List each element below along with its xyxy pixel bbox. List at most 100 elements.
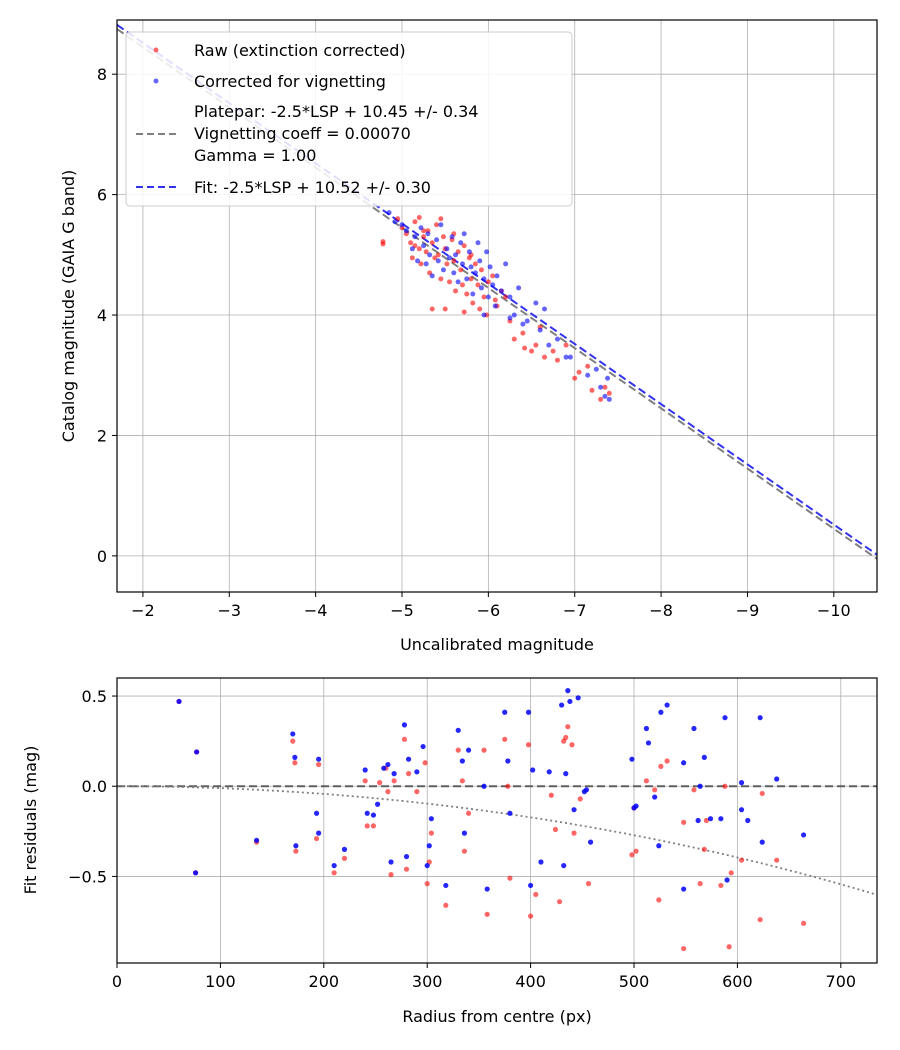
bottom-raw-point — [443, 902, 449, 908]
bottom-raw-point — [681, 819, 687, 825]
bottom-raw-point — [556, 899, 563, 905]
top-raw-point — [458, 267, 464, 273]
bottom-corrected-point — [724, 877, 730, 883]
top-x-tick-label: −7 — [563, 601, 587, 620]
top-raw-point — [429, 240, 435, 246]
top-corrected-point — [461, 231, 467, 237]
bottom-corrected-point — [561, 862, 567, 869]
bottom-corrected-point — [253, 837, 260, 843]
bottom-corrected-point — [681, 760, 687, 766]
bottom-corrected-point — [388, 859, 394, 865]
bottom-corrected-point — [722, 715, 728, 721]
top-raw-point — [511, 336, 517, 342]
top-legend: Raw (extinction corrected) Corrected for… — [125, 31, 573, 207]
top-raw-point — [451, 258, 457, 264]
top-corrected-point — [546, 342, 552, 348]
top-corrected-point — [399, 222, 405, 228]
top-raw-point — [522, 345, 528, 351]
top-corrected-point — [605, 375, 611, 381]
bottom-raw-point — [533, 891, 539, 898]
top-y-tick-label: 0 — [97, 547, 107, 566]
bottom-corrected-point — [738, 780, 745, 786]
top-corrected-point — [606, 396, 612, 402]
top-raw-point — [421, 234, 427, 240]
bottom-raw-point — [341, 855, 348, 861]
top-raw-point — [598, 396, 604, 402]
top-corrected-point — [464, 276, 470, 282]
top-raw-point — [585, 363, 591, 369]
top-fit-lines — [116, 23, 878, 560]
top-corrected-point — [458, 240, 464, 246]
top-corrected-point — [434, 237, 440, 243]
top-corrected-point — [602, 393, 608, 399]
bottom-plot-frame — [116, 677, 878, 964]
bottom-x-tick-label: 100 — [205, 972, 236, 991]
legend-platepar-label: Platepar: -2.5*LSP + 10.45 +/- 0.34 — [194, 102, 478, 121]
bottom-raw-point — [774, 857, 780, 863]
bottom-scatter-points — [176, 688, 807, 952]
top-raw-point — [409, 255, 415, 261]
bottom-raw-point — [331, 870, 337, 876]
top-y-tick-label: 6 — [97, 186, 107, 205]
top-corrected-point — [520, 321, 526, 327]
top-corrected-point — [449, 234, 455, 240]
bottom-raw-point — [455, 747, 461, 753]
top-corrected-point — [487, 264, 493, 270]
bottom-raw-point — [577, 796, 583, 802]
bottom-corrected-point — [461, 830, 468, 836]
top-x-tick-label: −4 — [304, 601, 328, 620]
bottom-corrected-point — [664, 702, 670, 708]
top-corrected-point — [421, 243, 427, 249]
bottom-corrected-point — [538, 859, 544, 865]
bottom-raw-point — [703, 817, 709, 824]
top-raw-point — [453, 288, 459, 294]
top-plot-frame — [116, 19, 878, 593]
top-raw-point — [459, 282, 465, 288]
bottom-corrected-point — [718, 816, 724, 822]
top-corrected-point — [490, 282, 496, 288]
top-raw-point — [529, 348, 535, 354]
bottom-raw-point — [528, 913, 534, 919]
bottom-raw-point — [585, 881, 592, 887]
top-corrected-point — [418, 225, 424, 231]
top-corrected-point — [438, 222, 444, 228]
top-corrected-point — [427, 252, 433, 258]
bottom-raw-point — [362, 778, 368, 784]
top-x-tick-label: −8 — [649, 601, 673, 620]
bottom-corrected-point — [745, 817, 751, 824]
top-corrected-point — [492, 303, 498, 309]
bottom-corrected-point — [525, 709, 532, 715]
bottom-corrected-point — [316, 830, 322, 836]
bottom-raw-point — [701, 846, 707, 852]
bottom-corrected-point — [426, 843, 432, 849]
top-raw-point — [472, 261, 478, 267]
bottom-raw-point — [656, 897, 662, 903]
top-raw-point — [550, 348, 556, 354]
top-corrected-point — [516, 285, 522, 291]
top-corrected-point — [554, 336, 560, 342]
bottom-raw-point — [633, 848, 639, 854]
bottom-corrected-point — [290, 731, 296, 737]
bottom-raw-point — [465, 810, 472, 816]
bottom-corrected-point — [643, 725, 650, 732]
bottom-raw-point — [507, 875, 513, 881]
bottom-corrected-point — [530, 767, 536, 773]
top-raw-point — [412, 219, 418, 225]
top-fit-line-fit — [116, 23, 878, 556]
bottom-corrected-point — [774, 776, 780, 782]
top-raw-point — [380, 239, 386, 245]
top-raw-point — [416, 246, 422, 252]
bottom-corrected-point — [546, 769, 552, 775]
bottom-corrected-point — [759, 839, 765, 845]
bottom-x-tick-label: 500 — [619, 972, 650, 991]
top-raw-point — [470, 300, 476, 306]
bottom-corrected-point — [331, 862, 337, 869]
top-raw-point — [447, 279, 452, 285]
top-corrected-point — [485, 294, 491, 300]
bottom-raw-point — [565, 724, 571, 730]
top-raw-point — [444, 261, 450, 267]
bottom-corrected-point — [401, 722, 408, 728]
top-x-tick-label: −5 — [390, 601, 414, 620]
bottom-raw-point — [658, 763, 664, 769]
legend-vignetting-label: Vignetting coeff = 0.00070 — [194, 124, 411, 143]
